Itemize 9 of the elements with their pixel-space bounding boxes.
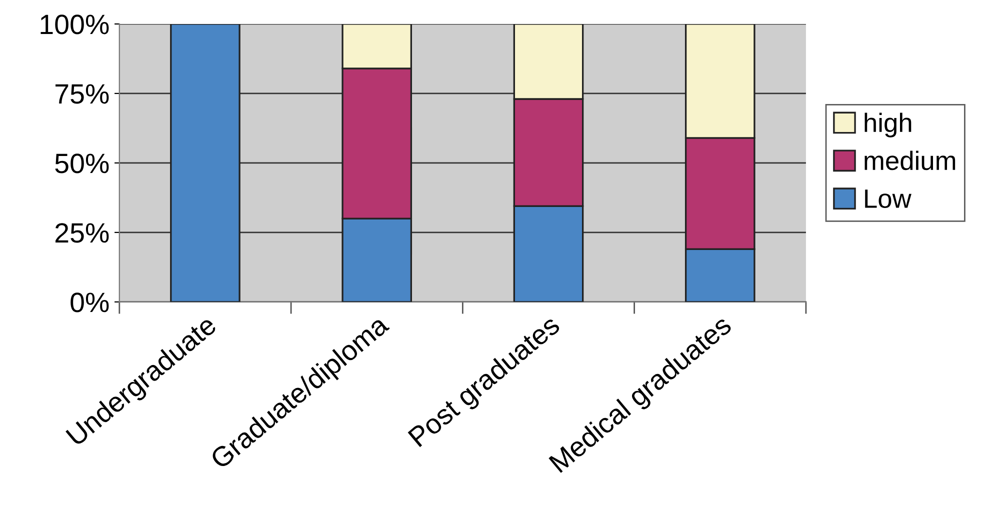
y-tick-label: 100% xyxy=(40,14,109,34)
legend-label: medium xyxy=(864,150,956,170)
y-tick-label: 50% xyxy=(55,154,109,174)
y-tick-label: 75% xyxy=(56,84,109,104)
legend-label: Low xyxy=(865,190,912,208)
bar xyxy=(170,24,240,302)
legend-label: high xyxy=(864,112,912,138)
y-tick-label: 25% xyxy=(55,223,109,243)
y-tick-label: 0% xyxy=(70,292,109,312)
